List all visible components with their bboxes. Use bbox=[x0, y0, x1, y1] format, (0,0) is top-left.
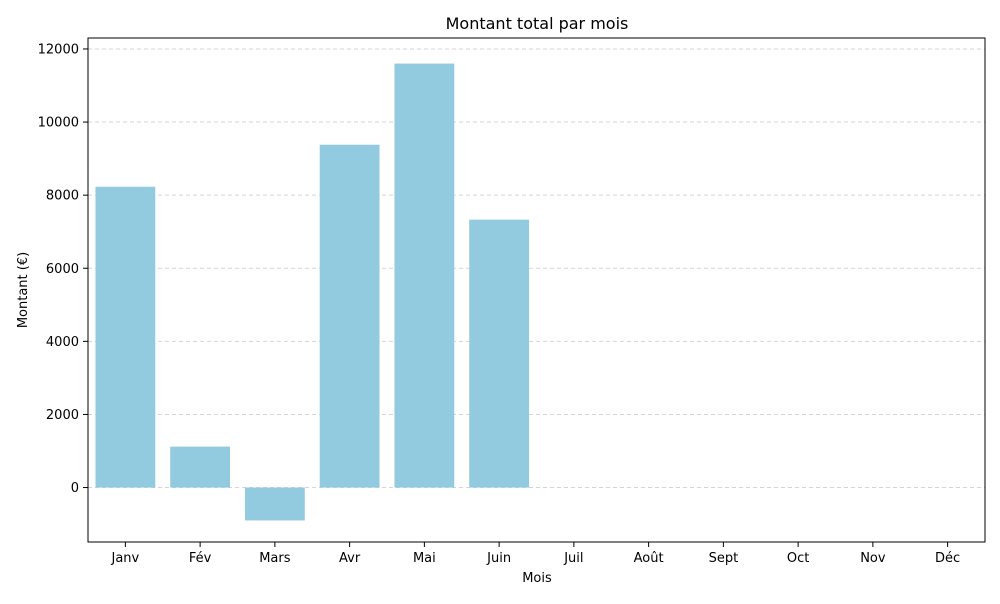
y-tick-label: 0 bbox=[71, 481, 79, 496]
bar-avr bbox=[319, 144, 380, 488]
x-tick-label: Fév bbox=[189, 551, 212, 566]
x-tick-label: Juil bbox=[563, 551, 583, 566]
plot-frame bbox=[87, 37, 986, 543]
chart-title: Montant total par mois bbox=[446, 14, 629, 33]
bar-juin bbox=[469, 219, 530, 488]
x-tick-label: Janv bbox=[111, 551, 140, 566]
x-tick-label: Oct bbox=[787, 551, 809, 566]
y-tick-label: 12000 bbox=[38, 42, 79, 57]
x-tick-label: Avr bbox=[339, 551, 361, 566]
y-tick-label: 8000 bbox=[46, 189, 79, 204]
bar-mars bbox=[244, 487, 305, 521]
x-tick-label: Août bbox=[634, 551, 664, 566]
y-tick-label: 2000 bbox=[46, 408, 79, 423]
bar-janv bbox=[95, 186, 156, 488]
x-tick-label: Sept bbox=[709, 551, 739, 566]
x-tick-label: Mars bbox=[259, 551, 291, 566]
bar-mai bbox=[394, 63, 455, 488]
x-tick-label: Nov bbox=[860, 551, 886, 566]
y-axis-title: Montant (€) bbox=[16, 252, 31, 328]
bar-fév bbox=[170, 446, 231, 488]
y-axis-ticks: 0 2000 4000 6000 8000 10000 12000 bbox=[38, 42, 88, 496]
gridlines bbox=[88, 48, 985, 489]
x-axis-ticks: Janv Fév Mars Avr Mai Juin Juil Août Sept Oct Nov D… bbox=[111, 542, 960, 566]
x-tick-label: Juin bbox=[486, 551, 511, 566]
y-tick-label: 10000 bbox=[38, 116, 79, 131]
bars bbox=[95, 63, 530, 521]
x-tick-label: Mai bbox=[413, 551, 436, 566]
x-axis-title: Mois bbox=[522, 571, 552, 586]
y-tick-label: 6000 bbox=[46, 262, 79, 277]
y-tick-label: 4000 bbox=[46, 335, 79, 350]
x-tick-label: Déc bbox=[935, 551, 960, 566]
